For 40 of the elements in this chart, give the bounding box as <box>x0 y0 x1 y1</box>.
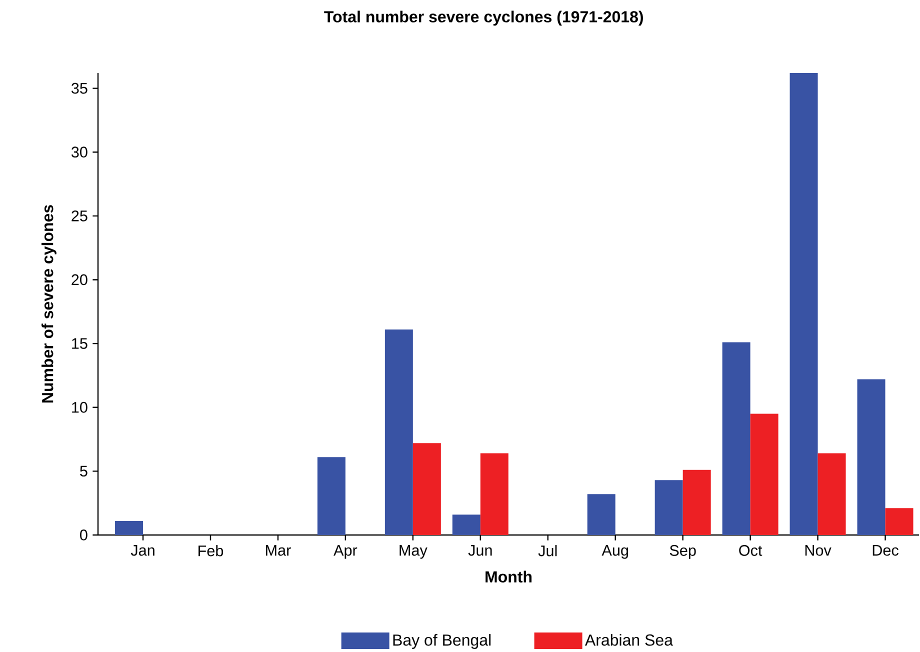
legend-label: Arabian Sea <box>584 634 673 646</box>
bar <box>722 342 750 535</box>
x-tick-label: Apr <box>334 545 358 559</box>
bar <box>384 330 413 535</box>
bar <box>818 453 846 535</box>
y-tick-label: 0 <box>80 530 88 540</box>
bar <box>480 453 508 535</box>
y-tick-label: 35 <box>71 82 88 94</box>
x-tick-label: Jan <box>130 545 154 556</box>
y-tick-label: 15 <box>72 338 88 349</box>
x-tick-label: Oct <box>739 545 762 556</box>
x-tick-label: Dec <box>872 545 898 556</box>
bar <box>587 494 616 535</box>
x-tick-label: Sep <box>670 545 696 559</box>
bar <box>115 520 144 535</box>
x-tick-label: Aug <box>602 545 628 559</box>
y-tick-label: 30 <box>71 146 88 158</box>
x-tick-label: Nov <box>805 545 832 556</box>
y-tick-label: 5 <box>80 466 88 477</box>
x-tick-label: Mar <box>266 545 291 556</box>
legend-label: Bay of Bengal <box>393 634 491 649</box>
bar <box>682 470 711 535</box>
x-tick-label: Feb <box>198 545 224 556</box>
y-axis-title: Number of severe cylones <box>42 205 56 403</box>
bar <box>750 414 778 535</box>
y-tick-label: 20 <box>72 274 88 286</box>
x-axis-title: Month <box>486 570 532 582</box>
x-tick-label: Jul <box>538 545 557 556</box>
y-tick-label: 25 <box>72 210 88 222</box>
x-tick-label: Jun <box>468 545 492 556</box>
bar <box>857 379 886 535</box>
chart-title: Total number severe cyclones (1971-2018) <box>324 10 643 26</box>
bar <box>790 72 818 535</box>
y-tick-label: 10 <box>72 402 88 413</box>
x-tick-label: May <box>400 545 428 559</box>
bar <box>317 457 346 535</box>
bar <box>885 508 914 535</box>
bar <box>654 480 683 535</box>
bar <box>412 443 441 535</box>
bar <box>452 514 480 535</box>
